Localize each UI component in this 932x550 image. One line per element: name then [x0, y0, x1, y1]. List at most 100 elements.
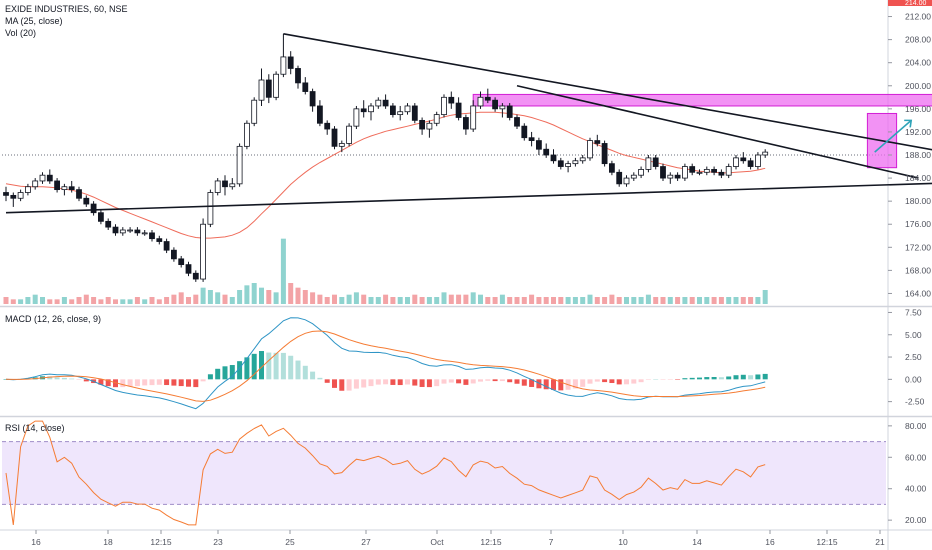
volume-bar[interactable]	[653, 297, 659, 304]
trendline[interactable]	[516, 84, 919, 179]
volume-bar[interactable]	[76, 297, 82, 304]
volume-bar[interactable]	[229, 297, 235, 304]
candle-body[interactable]	[214, 180, 221, 193]
macd-histogram-bar[interactable]	[660, 379, 666, 380]
candle-body[interactable]	[557, 160, 564, 167]
candle-body[interactable]	[149, 232, 155, 240]
candle-body[interactable]	[280, 56, 287, 75]
macd-histogram-bar[interactable]	[259, 351, 264, 380]
price-pane[interactable]	[2, 33, 932, 304]
macd-histogram-bar[interactable]	[164, 379, 170, 386]
candle-body[interactable]	[24, 186, 31, 193]
macd-histogram-bar[interactable]	[200, 379, 206, 382]
volume-bar[interactable]	[675, 297, 681, 304]
candle-body[interactable]	[733, 157, 739, 167]
candle-body[interactable]	[251, 99, 258, 124]
macd-histogram-bar[interactable]	[142, 379, 148, 386]
candle-body[interactable]	[229, 183, 236, 188]
candle-body[interactable]	[83, 197, 90, 205]
macd-histogram-bar[interactable]	[244, 357, 250, 380]
candle-body[interactable]	[39, 174, 46, 182]
volume-bar[interactable]	[222, 294, 228, 304]
volume-bar[interactable]	[456, 294, 462, 304]
volume-bar[interactable]	[353, 292, 359, 304]
candle-body[interactable]	[258, 79, 265, 101]
candle-body[interactable]	[594, 140, 601, 144]
candle-body[interactable]	[200, 223, 207, 280]
volume-bar[interactable]	[419, 297, 425, 304]
volume-bar[interactable]	[762, 290, 768, 304]
volume-bar[interactable]	[295, 287, 301, 304]
volume-bar[interactable]	[463, 294, 469, 304]
candle-body[interactable]	[346, 125, 353, 144]
candle-body[interactable]	[302, 82, 309, 92]
candle-body[interactable]	[674, 174, 681, 179]
candle-body[interactable]	[521, 125, 528, 139]
macd-line[interactable]	[5, 317, 766, 410]
macd-histogram-bar[interactable]	[54, 377, 60, 380]
macd-histogram-bar[interactable]	[302, 365, 308, 380]
candle-body[interactable]	[448, 96, 455, 104]
volume-bar[interactable]	[558, 297, 564, 304]
volume-bar[interactable]	[32, 294, 38, 304]
volume-bar[interactable]	[594, 297, 600, 304]
macd-histogram-bar[interactable]	[507, 379, 513, 383]
macd-histogram-bar[interactable]	[521, 379, 527, 386]
macd-histogram-bar[interactable]	[499, 379, 505, 382]
macd-histogram-bar[interactable]	[551, 379, 556, 390]
macd-histogram-bar[interactable]	[441, 379, 447, 384]
macd-histogram-bar[interactable]	[733, 375, 739, 380]
macd-histogram-bar[interactable]	[485, 379, 491, 381]
volume-bar[interactable]	[200, 287, 206, 304]
rsi-pane[interactable]	[2, 420, 886, 526]
macd-histogram-bar[interactable]	[361, 379, 367, 388]
candle-body[interactable]	[609, 163, 615, 173]
candle-body[interactable]	[433, 114, 440, 124]
candle-body[interactable]	[324, 122, 331, 130]
macd-histogram-bar[interactable]	[215, 368, 221, 380]
volume-bar[interactable]	[580, 297, 586, 304]
candle-body[interactable]	[623, 177, 630, 185]
candle-body[interactable]	[462, 117, 469, 130]
volume-bar[interactable]	[507, 297, 513, 304]
macd-histogram-bar[interactable]	[594, 379, 600, 382]
candle-body[interactable]	[90, 203, 97, 214]
macd-histogram-bar[interactable]	[383, 379, 389, 385]
candle-body[interactable]	[470, 105, 477, 130]
candle-body[interactable]	[54, 180, 60, 191]
candle-body[interactable]	[68, 186, 75, 191]
volume-bar[interactable]	[105, 297, 111, 304]
volume-bar[interactable]	[624, 297, 629, 304]
volume-bar[interactable]	[69, 299, 75, 304]
candle-body[interactable]	[755, 154, 761, 167]
candle-body[interactable]	[477, 96, 484, 107]
volume-bar[interactable]	[317, 294, 323, 304]
volume-bar[interactable]	[441, 292, 447, 304]
candle-body[interactable]	[587, 140, 593, 159]
macd-histogram-bar[interactable]	[127, 379, 133, 387]
volume-bar[interactable]	[288, 283, 294, 304]
volume-bar[interactable]	[259, 287, 264, 304]
macd-histogram-bar[interactable]	[288, 355, 294, 380]
candle-body[interactable]	[528, 137, 535, 141]
volume-bar[interactable]	[711, 297, 717, 304]
macd-histogram-bar[interactable]	[332, 379, 337, 388]
volume-bar[interactable]	[375, 297, 381, 304]
volume-bar[interactable]	[733, 297, 739, 304]
macd-histogram-bar[interactable]	[529, 379, 535, 387]
volume-bar[interactable]	[61, 297, 67, 304]
volume-bar[interactable]	[251, 283, 257, 304]
volume-bar[interactable]	[120, 299, 126, 304]
macd-histogram-bar[interactable]	[704, 377, 710, 380]
volume-bar[interactable]	[740, 297, 746, 304]
macd-histogram-bar[interactable]	[748, 375, 754, 380]
candle-body[interactable]	[536, 140, 542, 150]
macd-histogram-bar[interactable]	[317, 377, 323, 380]
macd-histogram-bar[interactable]	[580, 379, 586, 387]
breakout-arrow[interactable]	[874, 119, 912, 153]
candle-body[interactable]	[703, 169, 710, 173]
macd-histogram-bar[interactable]	[602, 379, 608, 383]
macd-histogram-bar[interactable]	[624, 379, 629, 385]
volume-bar[interactable]	[368, 297, 374, 304]
candle-body[interactable]	[667, 174, 674, 179]
